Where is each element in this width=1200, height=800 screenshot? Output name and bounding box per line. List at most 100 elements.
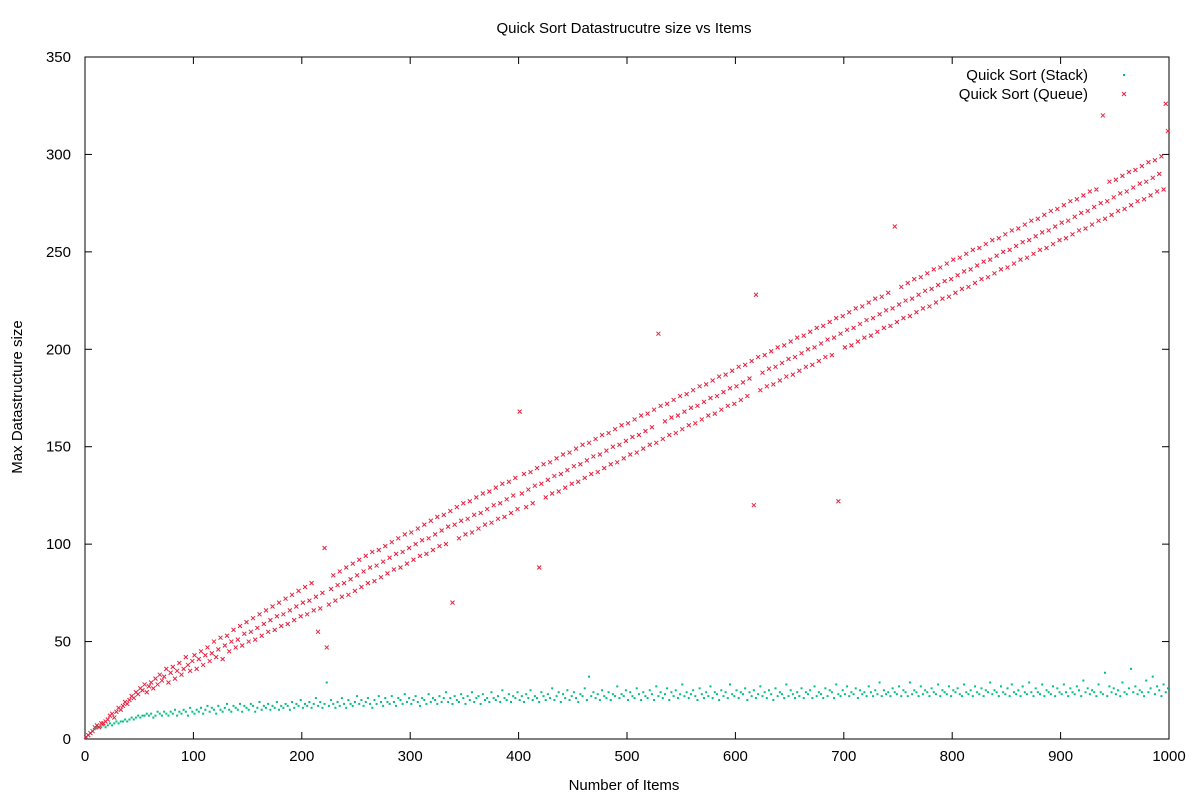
data-point-stack [926, 691, 929, 694]
data-point-stack [624, 689, 627, 692]
data-point-stack [1093, 691, 1096, 694]
data-point-queue [179, 672, 184, 678]
data-point-stack [605, 697, 608, 700]
data-point-stack [377, 695, 380, 698]
data-point-queue [489, 520, 494, 526]
data-point-stack [763, 691, 766, 694]
data-point-stack [466, 695, 469, 698]
data-point-stack [1130, 667, 1133, 670]
data-point-queue [571, 463, 577, 469]
data-point-queue [274, 613, 280, 619]
data-point-stack [410, 702, 413, 705]
data-point-stack [813, 685, 816, 688]
data-point-queue [1074, 196, 1080, 202]
data-point-stack [488, 700, 491, 703]
data-point-stack [481, 693, 484, 696]
data-point-stack [670, 691, 673, 694]
data-point-stack [1075, 685, 1078, 688]
data-point-stack [655, 685, 658, 688]
y-tick-label: 150 [46, 439, 71, 456]
data-point-stack [913, 689, 916, 692]
data-point-queue [933, 300, 939, 305]
data-point-queue [820, 323, 826, 329]
data-point-stack [835, 683, 838, 686]
data-point-queue [601, 465, 607, 471]
data-point-stack [850, 691, 853, 694]
data-point-queue [484, 506, 490, 512]
data-point-queue [634, 450, 640, 455]
data-point-stack [325, 681, 328, 684]
data-point-queue [296, 588, 301, 594]
data-point-stack [627, 699, 630, 702]
data-point-stack [609, 699, 612, 702]
data-point-stack [171, 712, 174, 715]
data-point-stack [1078, 689, 1081, 692]
y-tick-label: 0 [63, 731, 71, 748]
data-point-stack [837, 693, 840, 696]
x-tick-label: 900 [1048, 748, 1073, 765]
data-point-queue [265, 629, 271, 635]
data-point-queue [807, 329, 813, 335]
data-point-queue [588, 471, 594, 477]
data-point-stack [1145, 679, 1148, 682]
data-point-stack [366, 697, 369, 700]
data-point-queue [369, 549, 375, 555]
data-point-stack [336, 700, 339, 703]
data-point-stack [1039, 693, 1042, 696]
data-point-stack [876, 693, 879, 696]
data-point-queue [187, 668, 193, 674]
data-point-queue [320, 590, 325, 596]
data-point-queue [1061, 202, 1067, 208]
data-point-queue [447, 508, 453, 514]
data-point-stack [861, 693, 864, 696]
data-point-queue [148, 680, 154, 685]
data-point-queue [903, 298, 908, 303]
data-point-queue [495, 516, 501, 522]
data-point-queue [1107, 179, 1112, 185]
data-point-queue [582, 475, 588, 481]
data-point-stack [104, 726, 107, 729]
data-point-stack [479, 702, 482, 705]
data-point-queue [779, 360, 785, 366]
data-point-queue [114, 709, 119, 715]
data-point-stack [601, 689, 604, 692]
series-quick-sort-stack [85, 667, 1169, 739]
data-point-stack [982, 695, 985, 698]
data-point-stack [787, 695, 790, 698]
data-point-queue [465, 516, 471, 522]
data-point-queue [627, 452, 633, 457]
data-point-queue [1102, 216, 1108, 222]
data-point-stack [588, 675, 591, 678]
data-point-stack [1106, 695, 1109, 698]
data-point-stack [915, 691, 918, 694]
data-point-stack [898, 685, 901, 688]
data-point-queue [658, 403, 663, 409]
data-point-queue [823, 354, 828, 360]
data-point-queue [259, 633, 265, 639]
data-point-queue [688, 405, 694, 411]
data-point-stack [887, 691, 890, 694]
data-point-stack [425, 702, 428, 705]
data-point-stack [130, 716, 133, 719]
data-point-stack [152, 716, 155, 719]
data-point-queue [421, 522, 427, 528]
data-point-stack [525, 693, 528, 696]
data-point-stack [761, 695, 764, 698]
data-point-stack [373, 699, 376, 702]
data-point-queue [632, 417, 637, 422]
data-point-stack [698, 687, 701, 690]
data-point-stack [1045, 689, 1048, 692]
data-point-queue [892, 224, 898, 229]
data-point-queue [961, 268, 967, 274]
data-point-queue [940, 296, 945, 301]
data-point-stack [206, 704, 209, 707]
data-point-queue [911, 276, 917, 282]
data-point-stack [312, 702, 315, 705]
data-point-stack [1147, 691, 1150, 694]
data-point-queue [881, 325, 887, 331]
data-point-queue [762, 352, 768, 358]
data-point-queue [215, 647, 221, 652]
data-point-queue [591, 454, 596, 459]
data-point-stack [392, 700, 395, 703]
data-point-queue [916, 292, 921, 298]
